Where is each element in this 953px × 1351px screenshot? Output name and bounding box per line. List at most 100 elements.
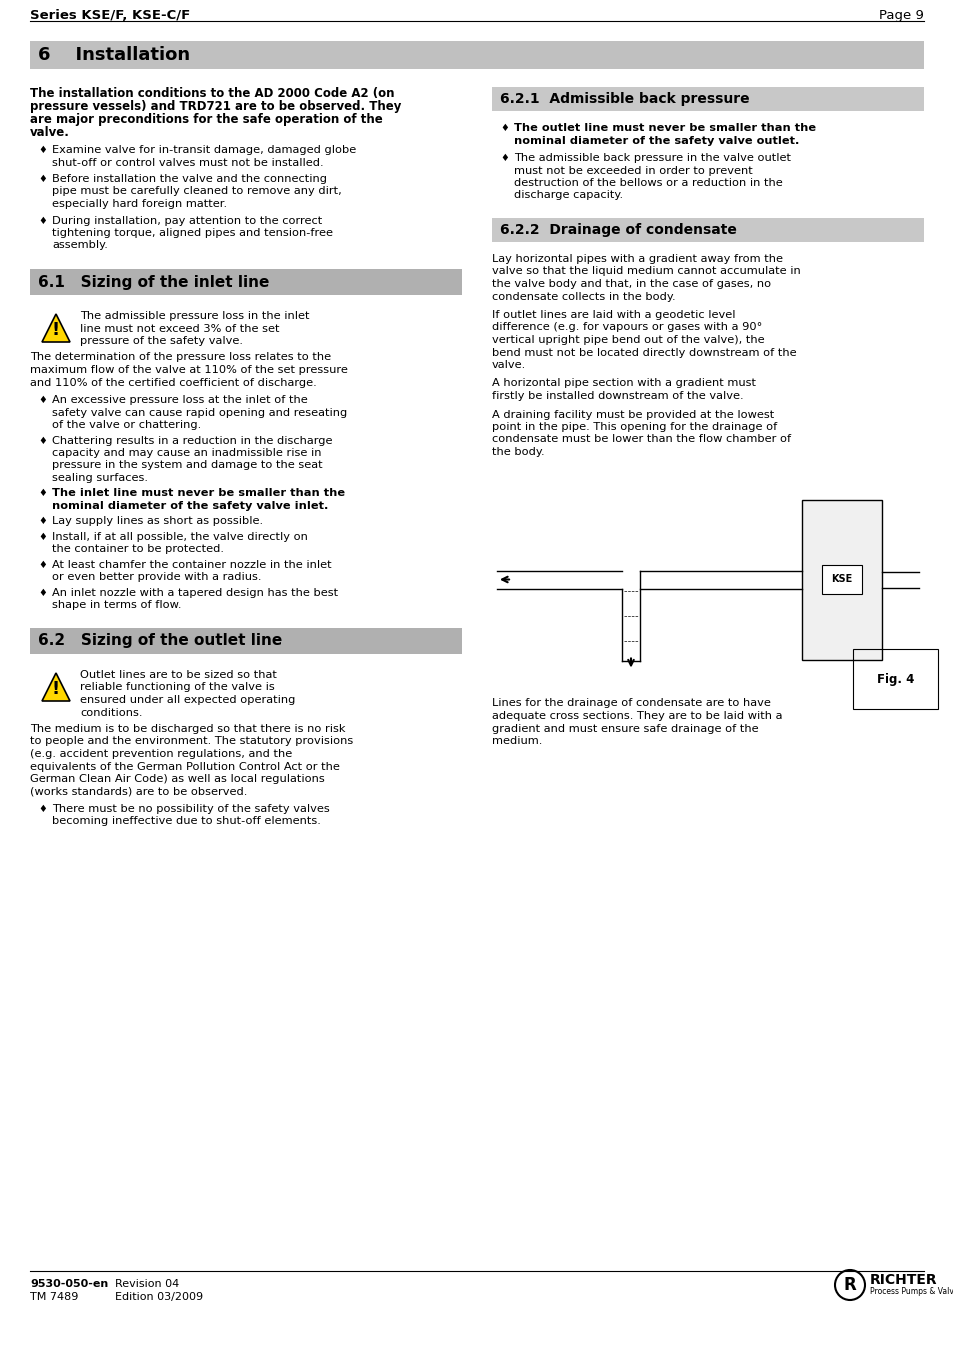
FancyBboxPatch shape: [30, 269, 461, 295]
Text: conditions.: conditions.: [80, 708, 142, 717]
Text: (works standards) are to be observed.: (works standards) are to be observed.: [30, 786, 247, 797]
Text: Page 9: Page 9: [879, 9, 923, 22]
Text: the container to be protected.: the container to be protected.: [52, 544, 224, 554]
Text: (e.g. accident prevention regulations, and the: (e.g. accident prevention regulations, a…: [30, 748, 292, 759]
Text: or even better provide with a radius.: or even better provide with a radius.: [52, 573, 261, 582]
Text: ♦: ♦: [38, 174, 47, 184]
Text: and 110% of the certified coefficient of discharge.: and 110% of the certified coefficient of…: [30, 377, 316, 388]
Text: Install, if at all possible, the valve directly on: Install, if at all possible, the valve d…: [52, 532, 308, 542]
Text: ♦: ♦: [38, 489, 47, 499]
Text: point in the pipe. This opening for the drainage of: point in the pipe. This opening for the …: [492, 422, 777, 432]
Polygon shape: [42, 313, 70, 342]
Text: RICHTER: RICHTER: [869, 1273, 937, 1288]
Text: pipe must be carefully cleaned to remove any dirt,: pipe must be carefully cleaned to remove…: [52, 186, 341, 196]
Text: Lay supply lines as short as possible.: Lay supply lines as short as possible.: [52, 516, 263, 527]
Text: capacity and may cause an inadmissible rise in: capacity and may cause an inadmissible r…: [52, 449, 321, 458]
Text: Lines for the drainage of condensate are to have: Lines for the drainage of condensate are…: [492, 698, 770, 708]
FancyBboxPatch shape: [30, 41, 923, 69]
Text: 6    Installation: 6 Installation: [38, 46, 190, 63]
Text: TM 7489: TM 7489: [30, 1292, 78, 1302]
Text: maximum flow of the valve at 110% of the set pressure: maximum flow of the valve at 110% of the…: [30, 365, 348, 376]
Text: The admissible pressure loss in the inlet: The admissible pressure loss in the inle…: [80, 311, 309, 322]
Text: destruction of the bellows or a reduction in the: destruction of the bellows or a reductio…: [514, 178, 781, 188]
Text: R: R: [842, 1275, 856, 1294]
Text: ♦: ♦: [499, 153, 508, 163]
Text: There must be no possibility of the safety valves: There must be no possibility of the safe…: [52, 804, 330, 815]
Text: becoming ineffective due to shut-off elements.: becoming ineffective due to shut-off ele…: [52, 816, 320, 827]
Text: Before installation the valve and the connecting: Before installation the valve and the co…: [52, 174, 327, 184]
Text: ♦: ♦: [499, 123, 508, 132]
Text: condensate must be lower than the flow chamber of: condensate must be lower than the flow c…: [492, 435, 790, 444]
Text: ♦: ♦: [38, 804, 47, 815]
Text: The determination of the pressure loss relates to the: The determination of the pressure loss r…: [30, 353, 331, 362]
Polygon shape: [42, 673, 70, 701]
Text: pressure of the safety valve.: pressure of the safety valve.: [80, 336, 243, 346]
Text: especially hard foreign matter.: especially hard foreign matter.: [52, 199, 227, 209]
Text: nominal diameter of the safety valve inlet.: nominal diameter of the safety valve inl…: [52, 501, 328, 511]
Text: adequate cross sections. They are to be laid with a: adequate cross sections. They are to be …: [492, 711, 781, 721]
Text: discharge capacity.: discharge capacity.: [514, 190, 622, 200]
Text: nominal diameter of the safety valve outlet.: nominal diameter of the safety valve out…: [514, 135, 799, 146]
Text: condensate collects in the body.: condensate collects in the body.: [492, 292, 675, 301]
Text: KSE: KSE: [830, 574, 852, 585]
Text: !: !: [51, 680, 60, 698]
Text: At least chamfer the container nozzle in the inlet: At least chamfer the container nozzle in…: [52, 561, 332, 570]
Text: are major preconditions for the safe operation of the: are major preconditions for the safe ope…: [30, 113, 382, 126]
Text: ♦: ♦: [38, 561, 47, 570]
Text: assembly.: assembly.: [52, 240, 108, 250]
Text: safety valve can cause rapid opening and reseating: safety valve can cause rapid opening and…: [52, 408, 347, 417]
Text: sealing surfaces.: sealing surfaces.: [52, 473, 148, 484]
Text: The medium is to be discharged so that there is no risk: The medium is to be discharged so that t…: [30, 724, 345, 734]
Text: German Clean Air Code) as well as local regulations: German Clean Air Code) as well as local …: [30, 774, 324, 784]
Text: valve.: valve.: [492, 359, 526, 370]
Text: Outlet lines are to be sized so that: Outlet lines are to be sized so that: [80, 670, 276, 680]
Text: Fig. 4: Fig. 4: [876, 673, 913, 685]
Text: pressure in the system and damage to the seat: pressure in the system and damage to the…: [52, 461, 322, 470]
Text: the valve body and that, in the case of gases, no: the valve body and that, in the case of …: [492, 280, 770, 289]
Text: equivalents of the German Pollution Control Act or the: equivalents of the German Pollution Cont…: [30, 762, 339, 771]
Text: An excessive pressure loss at the inlet of the: An excessive pressure loss at the inlet …: [52, 394, 308, 405]
Text: The installation conditions to the AD 2000 Code A2 (on: The installation conditions to the AD 20…: [30, 86, 395, 100]
Text: ensured under all expected operating: ensured under all expected operating: [80, 694, 295, 705]
Text: firstly be installed downstream of the valve.: firstly be installed downstream of the v…: [492, 390, 742, 401]
Text: Lay horizontal pipes with a gradient away from the: Lay horizontal pipes with a gradient awa…: [492, 254, 782, 263]
Text: Process Pumps & Valves: Process Pumps & Valves: [869, 1286, 953, 1296]
Text: ♦: ♦: [38, 588, 47, 598]
Text: shape in terms of flow.: shape in terms of flow.: [52, 600, 181, 611]
Text: tightening torque, aligned pipes and tension-free: tightening torque, aligned pipes and ten…: [52, 228, 333, 238]
Text: vertical upright pipe bend out of the valve), the: vertical upright pipe bend out of the va…: [492, 335, 763, 345]
Text: ♦: ♦: [38, 532, 47, 542]
Text: Revision 04: Revision 04: [115, 1279, 179, 1289]
Text: The admissible back pressure in the valve outlet: The admissible back pressure in the valv…: [514, 153, 790, 163]
Text: A draining facility must be provided at the lowest: A draining facility must be provided at …: [492, 409, 774, 420]
FancyBboxPatch shape: [492, 470, 923, 690]
Text: of the valve or chattering.: of the valve or chattering.: [52, 420, 201, 430]
Text: 6.2.2  Drainage of condensate: 6.2.2 Drainage of condensate: [499, 223, 736, 236]
Text: line must not exceed 3% of the set: line must not exceed 3% of the set: [80, 323, 279, 334]
Text: shut-off or control valves must not be installed.: shut-off or control valves must not be i…: [52, 158, 323, 168]
Text: to people and the environment. The statutory provisions: to people and the environment. The statu…: [30, 736, 353, 747]
Text: must not be exceeded in order to prevent: must not be exceeded in order to prevent: [514, 166, 752, 176]
Text: 6.2.1  Admissible back pressure: 6.2.1 Admissible back pressure: [499, 92, 749, 105]
FancyBboxPatch shape: [492, 86, 923, 111]
Text: valve so that the liquid medium cannot accumulate in: valve so that the liquid medium cannot a…: [492, 266, 800, 277]
Text: the body.: the body.: [492, 447, 544, 457]
Text: pressure vessels) and TRD721 are to be observed. They: pressure vessels) and TRD721 are to be o…: [30, 100, 401, 113]
Text: Chattering results in a reduction in the discharge: Chattering results in a reduction in the…: [52, 435, 333, 446]
Text: !: !: [51, 322, 60, 339]
Text: Examine valve for in-transit damage, damaged globe: Examine valve for in-transit damage, dam…: [52, 145, 355, 155]
Text: 6.1   Sizing of the inlet line: 6.1 Sizing of the inlet line: [38, 274, 269, 289]
Text: ♦: ♦: [38, 516, 47, 527]
Text: 9530-050-en: 9530-050-en: [30, 1279, 108, 1289]
Text: The inlet line must never be smaller than the: The inlet line must never be smaller tha…: [52, 489, 345, 499]
Text: bend must not be located directly downstream of the: bend must not be located directly downst…: [492, 347, 796, 358]
Text: difference (e.g. for vapours or gases with a 90°: difference (e.g. for vapours or gases wi…: [492, 323, 761, 332]
Text: During installation, pay attention to the correct: During installation, pay attention to th…: [52, 216, 322, 226]
Text: medium.: medium.: [492, 736, 542, 746]
Text: ♦: ♦: [38, 216, 47, 226]
Text: 6.2   Sizing of the outlet line: 6.2 Sizing of the outlet line: [38, 634, 282, 648]
FancyBboxPatch shape: [30, 628, 461, 654]
FancyBboxPatch shape: [801, 500, 882, 659]
Text: Series KSE/F, KSE-C/F: Series KSE/F, KSE-C/F: [30, 9, 190, 22]
Text: reliable functioning of the valve is: reliable functioning of the valve is: [80, 682, 274, 693]
